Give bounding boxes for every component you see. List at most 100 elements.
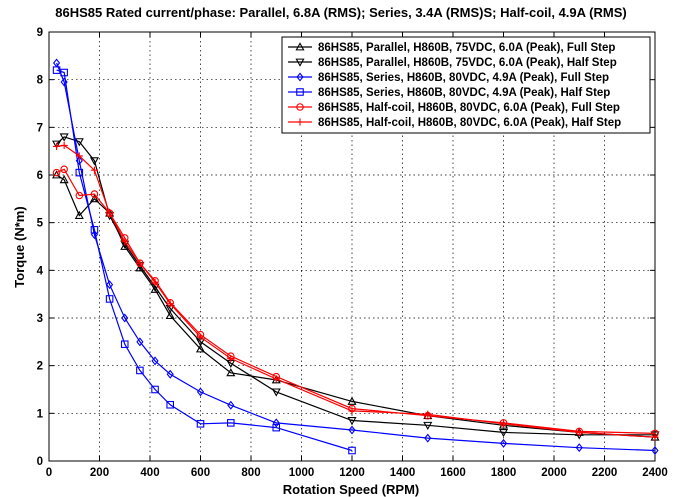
x-axis-ticks: 0 200 400 600 800 1000 1200 1400 1600 1800 2000 220… — [46, 32, 668, 479]
data-point — [348, 446, 356, 455]
data-point — [106, 280, 114, 290]
data-point — [151, 356, 159, 366]
data-point — [151, 385, 159, 394]
data-point — [59, 175, 69, 184]
data-point — [60, 68, 68, 77]
data-point — [347, 417, 357, 426]
y-tick-label: 7 — [37, 122, 43, 134]
data-point — [52, 168, 61, 177]
data-point — [60, 141, 68, 150]
y-tick-label: 1 — [37, 408, 44, 420]
x-tick-label: 1200 — [339, 467, 365, 479]
y-axis-ticks: 0 1 2 3 4 5 6 7 8 9 — [37, 27, 655, 468]
data-point — [226, 368, 236, 377]
data-point — [121, 313, 129, 323]
data-point — [651, 433, 659, 441]
legend-box — [281, 36, 651, 134]
data-point — [227, 354, 235, 363]
data-point — [651, 446, 659, 455]
x-tick-label: 400 — [140, 467, 159, 479]
series-6 — [52, 141, 659, 441]
data-point — [136, 337, 144, 347]
data-point — [90, 226, 99, 234]
y-tick-label: 2 — [37, 361, 43, 373]
series-4 — [52, 66, 356, 455]
legend-entry: 86HS85, Parallel, H860B, 75VDC, 6.0A (Pe… — [288, 57, 617, 69]
data-point — [90, 166, 99, 174]
data-point — [272, 423, 281, 432]
legend-entry: 86HS85, Series, H860B, 80VDC, 4.9A (Peak… — [288, 72, 609, 84]
data-point — [498, 428, 509, 438]
data-point — [195, 344, 206, 353]
legend-swatch-marker — [295, 58, 305, 67]
x-tick-label: 1400 — [390, 467, 416, 479]
data-point — [499, 420, 508, 428]
data-point — [272, 418, 280, 428]
data-point — [90, 190, 99, 198]
data-point — [498, 420, 509, 429]
legend-entry: 86HS85, Series, H860B, 80VDC, 4.9A (Peak… — [288, 87, 610, 99]
y-axis-label: Torque (N*m) — [12, 206, 27, 287]
data-point — [136, 259, 144, 267]
legend-label: 86HS85, Series, H860B, 80VDC, 4.9A (Peak… — [318, 72, 609, 84]
data-point — [348, 407, 356, 415]
x-axis-label: Rotation Speed (RPM) — [283, 482, 420, 497]
data-point — [120, 340, 129, 349]
data-point — [52, 170, 62, 179]
data-point — [52, 66, 61, 74]
data-point — [166, 400, 174, 409]
x-tick-label: 800 — [241, 467, 260, 479]
data-point — [165, 310, 175, 320]
data-point — [575, 443, 583, 453]
data-point — [271, 388, 281, 397]
data-point — [423, 421, 433, 430]
x-tick-label: 1600 — [440, 467, 466, 479]
data-point — [121, 238, 129, 246]
data-point — [499, 438, 508, 448]
data-point — [106, 209, 114, 217]
y-tick-label: 3 — [37, 313, 43, 325]
legend-swatch-marker — [296, 72, 304, 82]
data-point — [196, 387, 205, 397]
data-point — [89, 157, 99, 166]
data-point — [60, 77, 68, 87]
data-point — [196, 333, 205, 341]
data-point — [347, 396, 357, 405]
legend-entry: 86HS85, Half-coil, H860B, 80VDC, 6.0A (P… — [288, 117, 621, 129]
data-point — [52, 140, 62, 149]
data-point — [650, 431, 660, 440]
legend-entry: 86HS85, Half-coil, H860B, 80VDC, 6.0A (P… — [288, 102, 620, 114]
legend-label: 86HS85, Series, H860B, 80VDC, 4.9A (Peak… — [318, 87, 610, 99]
data-point — [89, 194, 99, 203]
data-point — [166, 369, 174, 379]
legend-label: 86HS85, Parallel, H860B, 75VDC, 6.0A (Pe… — [318, 57, 617, 69]
data-point — [74, 210, 84, 219]
legend-swatch-marker — [296, 118, 304, 126]
data-point — [227, 400, 235, 410]
data-point — [424, 433, 432, 443]
legend-swatch-marker — [295, 42, 305, 51]
legend-label: 86HS85, Half-coil, H860B, 80VDC, 6.0A (P… — [318, 117, 621, 129]
data-point — [575, 428, 583, 436]
y-tick-label: 9 — [37, 27, 43, 39]
x-tick-label: 0 — [46, 467, 52, 479]
data-point — [272, 375, 280, 383]
series-line — [56, 174, 656, 438]
y-tick-label: 6 — [37, 170, 43, 182]
data-point — [75, 168, 84, 177]
x-tick-label: 2400 — [642, 467, 668, 479]
data-point — [348, 425, 356, 435]
x-tick-label: 1800 — [491, 467, 517, 479]
data-point — [75, 191, 84, 200]
y-tick-label: 4 — [37, 265, 44, 277]
data-point — [151, 278, 159, 286]
y-tick-label: 5 — [37, 218, 44, 230]
legend-label: 86HS85, Half-coil, H860B, 80VDC, 6.0A (P… — [318, 102, 620, 114]
legend: 86HS85, Parallel, H860B, 75VDC, 6.0A (Pe… — [281, 36, 651, 134]
data-point — [227, 419, 235, 427]
x-tick-label: 200 — [90, 467, 109, 479]
data-point — [60, 165, 68, 174]
x-tick-label: 1000 — [289, 467, 315, 479]
legend-swatch-marker — [296, 103, 304, 111]
data-point — [424, 410, 432, 418]
